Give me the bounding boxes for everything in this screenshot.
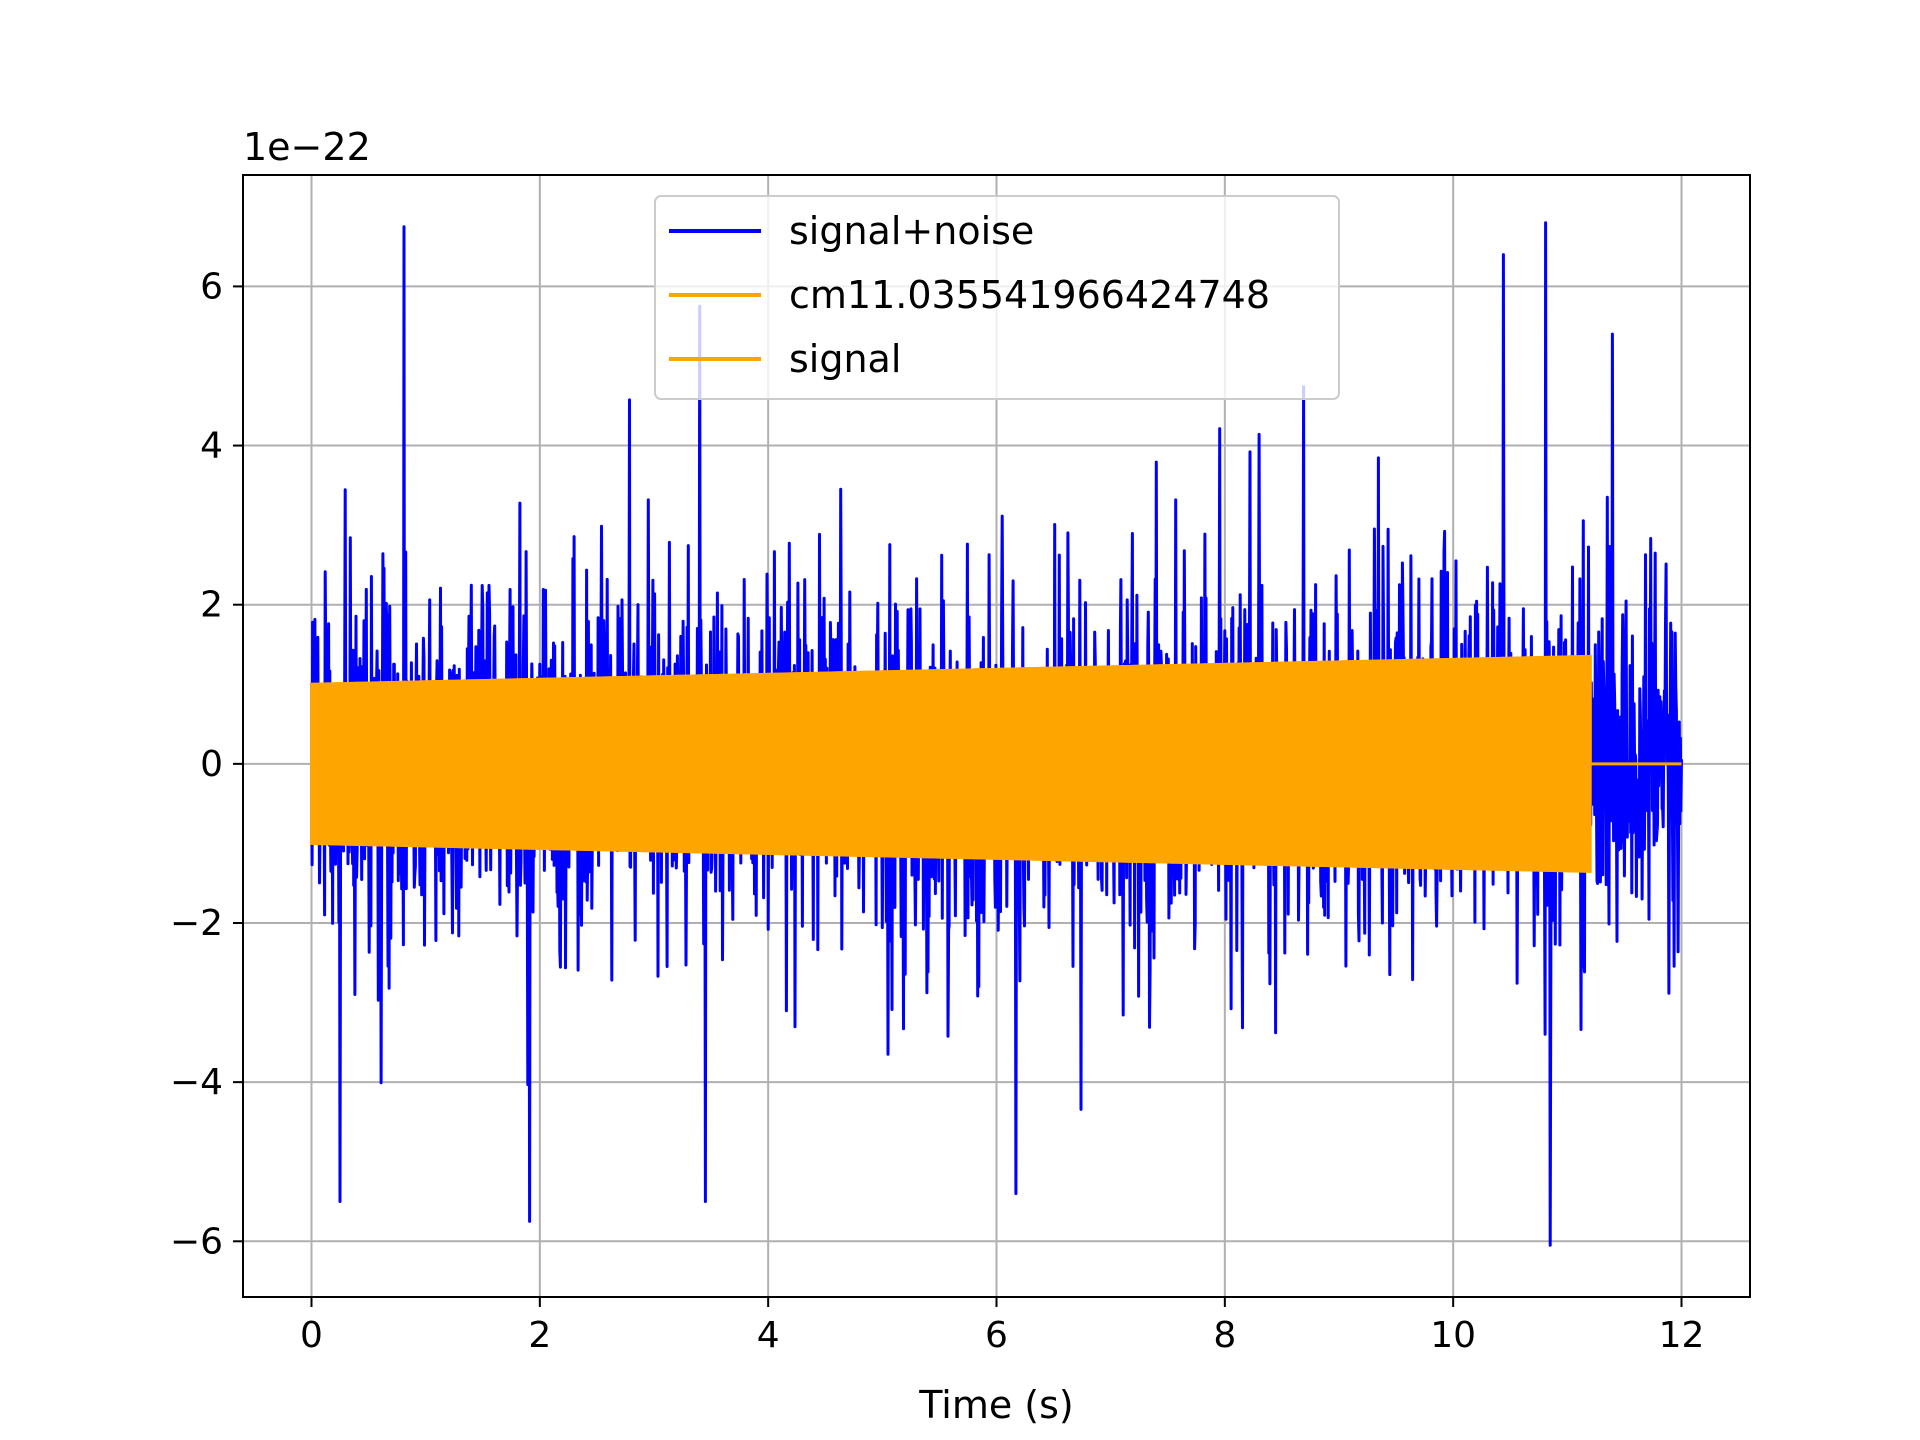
x-tick-label: 6 (985, 1315, 1008, 1356)
legend-label-cm: cm11.035541966424748 (789, 273, 1270, 317)
legend-label-signal-noise: signal+noise (789, 209, 1034, 253)
plot-series (310, 221, 1683, 1247)
y-tick-label: 2 (200, 585, 223, 626)
legend-label-signal: signal (789, 337, 901, 381)
y-tick-label: 0 (200, 744, 223, 785)
legend-box (654, 195, 1340, 400)
x-tick-label: 4 (757, 1315, 780, 1356)
y-offset-label: 1e−22 (243, 125, 371, 169)
y-tick-label: −4 (170, 1062, 223, 1103)
axis-ticks: 0 2 4 6 8 10 12 −6 −4 −2 0 2 4 6 (170, 266, 1704, 1356)
x-tick-label: 8 (1213, 1315, 1236, 1356)
y-tick-label: 6 (200, 266, 223, 307)
y-tick-label: −2 (170, 903, 223, 944)
x-tick-label: 10 (1430, 1315, 1476, 1356)
x-tick-label: 2 (528, 1315, 551, 1356)
y-tick-label: 4 (200, 426, 223, 467)
y-tick-label: −6 (170, 1221, 223, 1262)
legend: signal+noise cm11.035541966424748 signal (654, 195, 1340, 400)
series-cm (310, 654, 1592, 873)
x-tick-label: 12 (1659, 1315, 1705, 1356)
x-axis-label: Time (s) (918, 1383, 1074, 1427)
x-tick-label: 0 (300, 1315, 323, 1356)
